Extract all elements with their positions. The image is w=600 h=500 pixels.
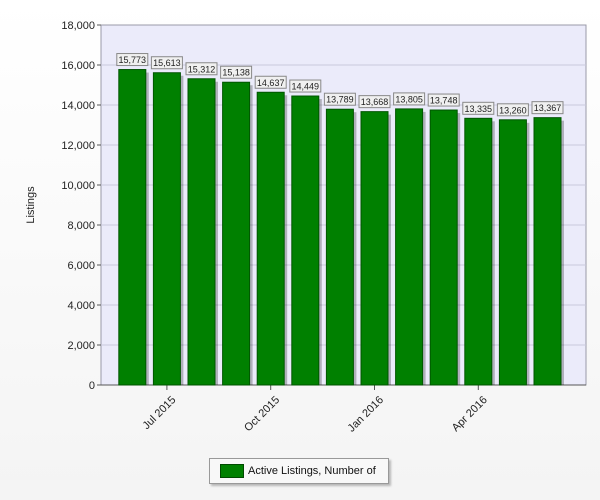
data-label: 13,668 bbox=[361, 97, 389, 107]
data-label: 13,335 bbox=[465, 104, 493, 114]
y-axis-title: Listings bbox=[25, 186, 37, 224]
x-axis: Jul 2015 Oct 2015 Jan 2016 Apr 2016 bbox=[101, 384, 586, 435]
data-label: 13,805 bbox=[395, 94, 423, 104]
bar bbox=[360, 111, 389, 386]
data-label-box bbox=[150, 56, 183, 70]
y-tick-label: 10,000 bbox=[61, 180, 95, 192]
y-tick-label: 2,000 bbox=[67, 340, 95, 352]
data-label: 14,637 bbox=[257, 78, 285, 88]
bar bbox=[222, 81, 251, 386]
bar bbox=[256, 91, 285, 386]
data-label-box bbox=[531, 101, 564, 115]
data-labels: 15,773 15,613 15,312 15,138 14,637 14,449 13,7… bbox=[116, 53, 564, 117]
data-label: 15,773 bbox=[119, 55, 147, 65]
y-tick-label: 14,000 bbox=[61, 100, 95, 112]
y-tick-label: 6,000 bbox=[67, 260, 95, 272]
data-label-box bbox=[289, 79, 322, 93]
data-label-box bbox=[462, 101, 495, 115]
y-tick-label: 8,000 bbox=[67, 220, 95, 232]
data-label-box bbox=[185, 62, 218, 76]
data-label-box bbox=[393, 92, 426, 106]
bar bbox=[533, 117, 562, 386]
x-tick-label: Apr 2016 bbox=[450, 394, 490, 434]
bars bbox=[118, 69, 564, 386]
data-label: 15,613 bbox=[153, 58, 181, 68]
bar bbox=[395, 108, 424, 386]
data-label-box bbox=[220, 65, 253, 79]
y-tick-label: 16,000 bbox=[61, 60, 95, 72]
data-label: 14,449 bbox=[292, 82, 320, 92]
bar bbox=[152, 72, 181, 386]
data-label: 13,260 bbox=[499, 105, 527, 115]
x-tick-label: Oct 2015 bbox=[242, 394, 282, 434]
bar bbox=[498, 119, 527, 386]
data-label: 13,367 bbox=[534, 103, 562, 113]
data-label: 15,312 bbox=[188, 64, 216, 74]
bar bbox=[291, 95, 320, 386]
y-tick-label: 4,000 bbox=[67, 300, 95, 312]
legend: Active Listings, Number of bbox=[209, 458, 389, 484]
y-axis: 0 2,000 4,000 6,000 8,000 10,000 12,000 14,000 1… bbox=[61, 20, 101, 392]
data-label-box bbox=[427, 93, 460, 107]
data-label-box bbox=[254, 75, 287, 89]
data-label-box bbox=[116, 53, 149, 67]
x-tick-label: Jul 2015 bbox=[141, 394, 179, 432]
bar bbox=[464, 117, 493, 386]
bar bbox=[429, 109, 458, 386]
data-label-box bbox=[496, 103, 529, 117]
data-label-box bbox=[358, 95, 391, 109]
bar bbox=[325, 108, 354, 386]
data-label: 15,138 bbox=[222, 68, 250, 78]
x-tick-label: Jan 2016 bbox=[346, 394, 386, 434]
legend-label: Active Listings, Number of bbox=[248, 465, 376, 477]
data-label: 13,789 bbox=[326, 95, 354, 105]
legend-swatch bbox=[220, 464, 244, 478]
bar bbox=[187, 78, 216, 386]
y-tick-label: 12,000 bbox=[61, 140, 95, 152]
data-label: 13,748 bbox=[430, 96, 458, 106]
data-label-box bbox=[323, 92, 356, 106]
y-tick-label: 18,000 bbox=[61, 20, 95, 32]
bar bbox=[118, 69, 147, 386]
y-tick-label: 0 bbox=[89, 380, 95, 392]
